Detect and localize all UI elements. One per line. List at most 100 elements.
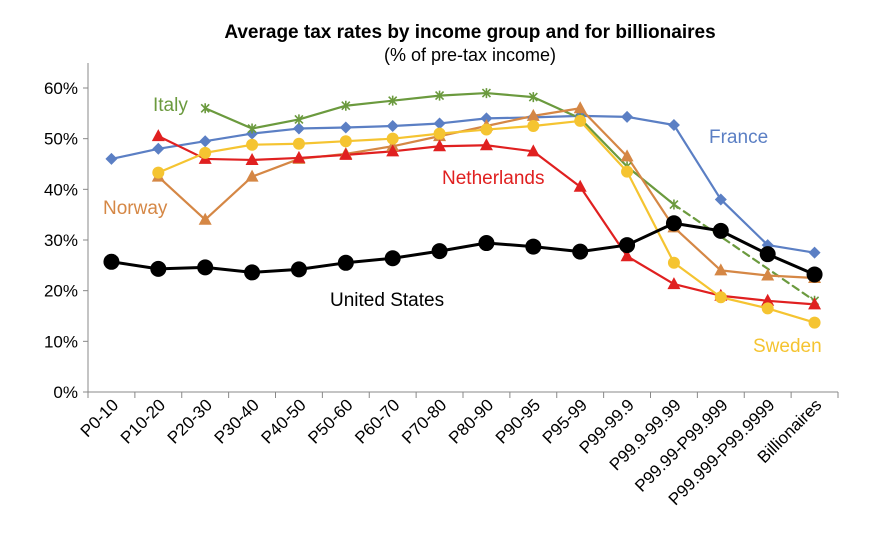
series-line-sweden — [532, 119, 582, 128]
marker-norway — [573, 101, 587, 114]
series-line-netherlands — [204, 157, 254, 162]
marker-netherlands — [386, 144, 400, 157]
marker-united-states — [478, 235, 495, 252]
series-line-norway — [250, 157, 301, 178]
marker-france — [152, 142, 165, 155]
series-line-france — [391, 122, 441, 128]
series-markers — [103, 88, 823, 329]
series-line-sweden — [157, 151, 207, 174]
marker-sweden — [621, 165, 634, 178]
marker-sweden — [527, 120, 540, 132]
marker-netherlands — [667, 277, 681, 290]
series-line-netherlands — [766, 299, 816, 306]
marker-italy — [247, 123, 257, 134]
marker-sweden — [667, 256, 680, 269]
series-line-france — [344, 124, 394, 129]
marker-norway — [526, 108, 540, 121]
marker-netherlands — [620, 249, 634, 262]
marker-norway — [761, 268, 775, 281]
series-label-netherlands: Netherlands — [442, 168, 544, 189]
marker-united-states — [103, 253, 120, 270]
marker-italy — [200, 103, 210, 114]
x-tick-label: P90-95 — [492, 395, 544, 447]
marker-france — [667, 118, 680, 131]
marker-norway — [620, 149, 634, 162]
series-line-norway — [204, 175, 254, 221]
marker-sweden — [386, 132, 399, 145]
series-line-france — [438, 117, 488, 125]
marker-france — [621, 110, 634, 123]
marker-italy — [434, 90, 445, 101]
x-tick-label: P60-70 — [351, 395, 403, 447]
series-line-italy — [204, 107, 254, 130]
marker-norway — [245, 169, 259, 182]
marker-netherlands — [573, 179, 587, 192]
series-line-netherlands — [344, 150, 394, 156]
x-tick-label: P70-80 — [398, 395, 450, 447]
marker-united-states — [337, 254, 354, 271]
series-line-france — [719, 198, 769, 247]
series-line-italy — [485, 91, 535, 99]
series-label-sweden: Sweden — [753, 336, 822, 357]
marker-netherlands — [526, 144, 540, 157]
series-line-netherlands — [391, 145, 441, 153]
series-line-sweden — [719, 296, 769, 310]
marker-france — [433, 117, 446, 130]
x-tick-label: P40-50 — [258, 395, 310, 447]
series-line-france — [157, 140, 207, 150]
marker-netherlands — [479, 138, 493, 151]
series-label-norway: Norway — [103, 198, 168, 219]
marker-netherlands — [433, 139, 447, 152]
x-tick-label: P20-30 — [164, 395, 216, 447]
marker-italy — [528, 92, 538, 103]
marker-france — [105, 152, 118, 165]
series-line-norway — [719, 269, 769, 277]
series-line-netherlands — [438, 144, 488, 148]
y-tick-label: 0% — [53, 383, 78, 402]
series-line-france — [766, 243, 816, 254]
series-line-italy — [438, 91, 488, 97]
series-line-norway — [157, 175, 207, 221]
series-line-sweden — [250, 142, 301, 146]
marker-sweden — [808, 316, 821, 329]
chart-subtitle: (% of pre-tax income) — [384, 45, 556, 65]
series-line-norway — [579, 107, 629, 158]
marker-sweden — [574, 114, 587, 127]
marker-united-states — [244, 264, 261, 281]
series-line-sweden — [766, 307, 816, 324]
marker-united-states — [150, 260, 167, 277]
series-line-norway — [766, 274, 816, 280]
marker-sweden — [246, 138, 259, 151]
marker-sweden — [339, 135, 352, 148]
series-line-norway — [485, 114, 535, 128]
marker-norway — [714, 263, 728, 276]
marker-netherlands — [808, 297, 822, 310]
x-tick-label: P10-20 — [117, 395, 169, 447]
y-tick-label: 20% — [44, 282, 78, 301]
marker-italy — [388, 95, 398, 106]
series-line-united-states — [719, 229, 770, 256]
marker-sweden — [433, 127, 446, 140]
chart-title: Average tax rates by income group and fo… — [224, 22, 715, 43]
marker-netherlands — [245, 152, 259, 165]
series-label-united-states: United States — [330, 290, 444, 311]
series-line-norway — [672, 226, 722, 272]
marker-united-states — [431, 243, 448, 260]
series-line-netherlands — [250, 156, 301, 162]
series-line-france — [204, 132, 254, 143]
x-tick-label: P80-90 — [445, 395, 497, 447]
series-line-netherlands — [297, 153, 347, 160]
y-tick-label: 50% — [44, 130, 78, 149]
series-line-sweden — [579, 119, 629, 173]
marker-united-states — [712, 222, 729, 239]
marker-united-states — [197, 259, 214, 276]
marker-france — [808, 246, 821, 259]
y-tick-label: 10% — [44, 332, 78, 351]
marker-united-states — [619, 237, 636, 254]
series-labels: Italy France Netherlands Norway United S… — [103, 95, 822, 357]
x-tick-label: P30-40 — [211, 395, 263, 447]
series-line-france — [672, 123, 722, 201]
series-line-france — [297, 126, 347, 130]
marker-france — [199, 135, 212, 148]
series-label-france: France — [709, 127, 768, 148]
